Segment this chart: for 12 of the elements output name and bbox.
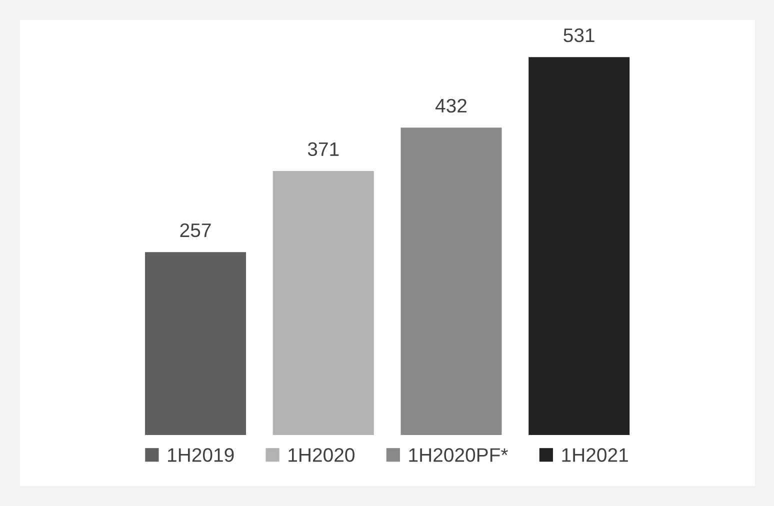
legend-label: 1H2021	[562, 448, 628, 462]
bar	[528, 57, 630, 435]
legend-label: 1H2019	[168, 448, 234, 462]
bar	[400, 128, 502, 435]
legend-label: 1H2020PF*	[409, 448, 508, 462]
data-label: 531	[564, 28, 594, 42]
data-label: 432	[435, 98, 466, 113]
data-label: 371	[308, 142, 339, 156]
bar	[272, 170, 374, 435]
bar	[145, 252, 246, 435]
legend-label: 1H2020	[288, 448, 354, 462]
data-label: 257	[180, 223, 211, 238]
